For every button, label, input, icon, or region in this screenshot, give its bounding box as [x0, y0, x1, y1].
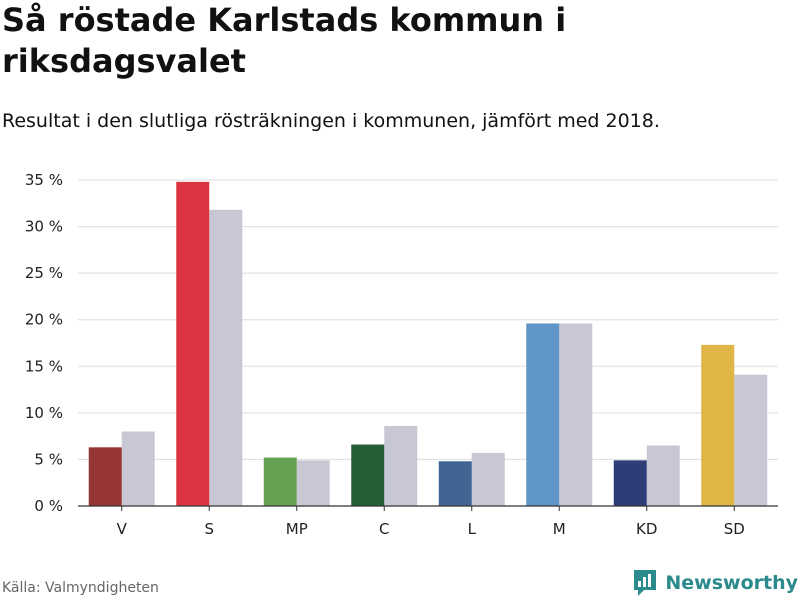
y-tick-label: 35 %	[25, 171, 63, 189]
y-tick-label: 10 %	[25, 404, 63, 422]
bar-2018-SD	[734, 374, 768, 506]
x-tick-label: SD	[724, 520, 745, 538]
y-tick-label: 0 %	[34, 497, 63, 515]
bar-chart: 0 % 5 % 10 % 15 % 20 % 25 % 30 % 35 % V S MP C L M KD…	[25, 171, 778, 538]
bar-2018-KD	[646, 445, 680, 506]
y-axis-ticks: 0 % 5 % 10 % 15 % 20 % 25 % 30 % 35 %	[25, 171, 63, 515]
bar-2022-MP	[263, 457, 297, 506]
x-axis	[78, 505, 778, 511]
bar-2022-L	[438, 461, 472, 506]
bar-2018-V	[121, 431, 155, 506]
y-tick-label: 5 %	[34, 450, 63, 468]
y-tick-label: 30 %	[25, 218, 63, 236]
chart-title: Så röstade Karlstads kommun i riksdagsva…	[2, 1, 567, 80]
source-note: Källa: Valmyndigheten	[2, 580, 159, 596]
bar-2018-C	[384, 425, 418, 506]
bar-2022-C	[351, 444, 385, 506]
x-axis-ticks: V S MP C L M KD SD	[117, 520, 745, 538]
x-tick-label: KD	[636, 520, 657, 538]
bars	[88, 181, 768, 506]
chart-subtitle: Resultat i den slutliga rösträkningen i …	[2, 110, 660, 132]
x-tick-label: V	[117, 520, 128, 538]
y-tick-label: 25 %	[25, 264, 63, 282]
bar-2018-M	[559, 323, 593, 506]
brand-logo: Newsworthy	[632, 568, 798, 598]
bar-2022-SD	[701, 344, 735, 506]
newsworthy-logo-icon	[634, 570, 657, 596]
bar-2022-S	[176, 181, 210, 506]
bar-2018-L	[471, 452, 505, 506]
x-tick-label: L	[468, 520, 477, 538]
bar-2018-S	[209, 209, 243, 506]
bar-2022-KD	[613, 460, 647, 506]
brand-name: Newsworthy	[665, 572, 798, 594]
bar-2022-V	[88, 447, 122, 506]
x-tick-label: S	[204, 520, 214, 538]
x-tick-label: MP	[286, 520, 308, 538]
x-tick-label: C	[379, 520, 389, 538]
y-tick-label: 15 %	[25, 357, 63, 375]
y-tick-label: 20 %	[25, 311, 63, 329]
bar-2018-MP	[296, 460, 330, 506]
x-tick-label: M	[553, 520, 566, 538]
bar-2022-M	[526, 323, 560, 506]
